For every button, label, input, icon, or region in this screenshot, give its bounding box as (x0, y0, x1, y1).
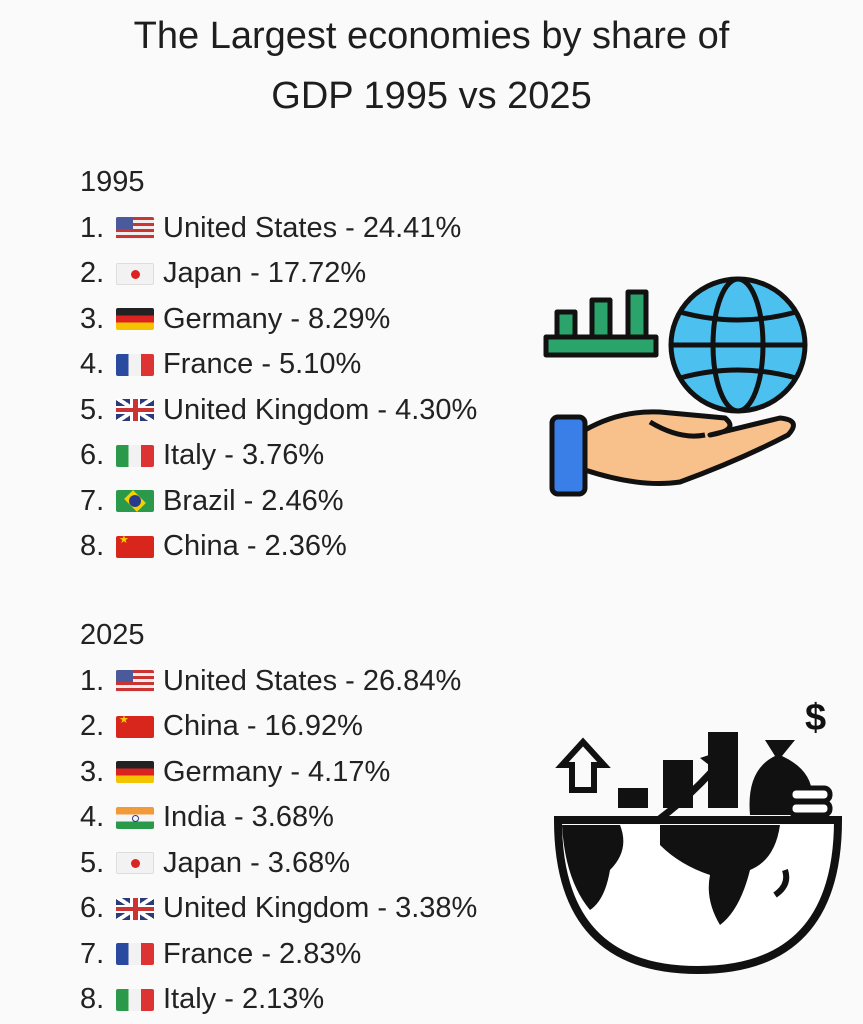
title-line-1: The Largest economies by share of (133, 15, 730, 57)
flag-cn-icon (116, 715, 154, 738)
rank-number: 8. (80, 983, 105, 1016)
flag-in-icon (116, 806, 154, 829)
country-share: France - 5.10% (163, 348, 362, 381)
hand-globe-chart-icon (543, 276, 808, 497)
list-item: 6. United Kingdom - 3.38% (80, 886, 477, 932)
list-item: 8. Italy - 2.13% (80, 977, 477, 1023)
flag-de-icon (116, 308, 154, 331)
flag-cn-icon (116, 535, 154, 558)
rank-number: 3. (80, 302, 105, 335)
country-share: United States - 24.41% (163, 211, 462, 244)
list-item: 1. United States - 26.84% (80, 659, 477, 705)
list-item: 5. Japan - 3.68% (80, 841, 477, 887)
list-item: 6. Italy - 3.76% (80, 433, 477, 479)
country-share: France - 2.83% (163, 937, 362, 970)
rank-number: 1. (80, 211, 105, 244)
country-share: Japan - 3.68% (163, 846, 351, 879)
section-2025: 2025 1. United States - 26.84% 2. China - 1… (80, 613, 477, 1023)
section-1995: 1995 1. United States - 24.41% 2. Japan - 1… (80, 160, 477, 570)
list-item: 4. France - 5.10% (80, 342, 477, 388)
list-item: 4. India - 3.68% (80, 795, 477, 841)
list-item: 3. Germany - 8.29% (80, 297, 477, 343)
flag-gb-icon (116, 897, 154, 920)
flag-us-icon (116, 670, 154, 693)
rank-number: 7. (80, 937, 105, 970)
list-item: 5. United Kingdom - 4.30% (80, 388, 477, 434)
dollar-sign-icon: $ (805, 697, 826, 739)
country-share: Japan - 17.72% (163, 257, 367, 290)
list-item: 2. China - 16.92% (80, 704, 477, 750)
list-item: 7. Brazil - 2.46% (80, 479, 477, 525)
country-share: China - 16.92% (163, 710, 363, 743)
country-share: Germany - 8.29% (163, 302, 391, 335)
title-line-2: GDP 1995 vs 2025 (271, 75, 592, 117)
country-share: India - 3.68% (163, 801, 334, 834)
country-share: United States - 26.84% (163, 664, 462, 697)
rank-number: 6. (80, 439, 105, 472)
rank-number: 7. (80, 484, 105, 517)
flag-gb-icon (116, 399, 154, 422)
country-share: Italy - 2.13% (163, 983, 325, 1016)
flag-jp-icon (116, 852, 154, 875)
section-year: 1995 (80, 166, 145, 198)
flag-it-icon (116, 988, 154, 1011)
rank-number: 8. (80, 530, 105, 563)
flag-it-icon (116, 444, 154, 467)
rank-number: 4. (80, 801, 105, 834)
rank-number: 5. (80, 846, 105, 879)
list-item: 2. Japan - 17.72% (80, 251, 477, 297)
country-share: United Kingdom - 4.30% (163, 393, 478, 426)
rank-number: 2. (80, 257, 105, 290)
flag-br-icon (116, 490, 154, 513)
flag-fr-icon (116, 353, 154, 376)
country-share: China - 2.36% (163, 530, 347, 563)
flag-de-icon (116, 761, 154, 784)
list-item: 1. United States - 24.41% (80, 206, 477, 252)
rank-number: 4. (80, 348, 105, 381)
list-item: 7. France - 2.83% (80, 932, 477, 978)
list-item: 3. Germany - 4.17% (80, 750, 477, 796)
country-share: Italy - 3.76% (163, 439, 325, 472)
rank-number: 5. (80, 393, 105, 426)
section-year: 2025 (80, 619, 145, 651)
country-share: Germany - 4.17% (163, 755, 391, 788)
country-share: United Kingdom - 3.38% (163, 892, 478, 925)
rank-number: 6. (80, 892, 105, 925)
country-share: Brazil - 2.46% (163, 484, 344, 517)
list-item: 8. China - 2.36% (80, 524, 477, 570)
rank-number: 2. (80, 710, 105, 743)
global-economy-growth-icon: $ (553, 697, 843, 975)
rank-number: 3. (80, 755, 105, 788)
flag-us-icon (116, 217, 154, 240)
rank-number: 1. (80, 664, 105, 697)
flag-fr-icon (116, 943, 154, 966)
page-title: The Largest economies by share of GDP 19… (0, 6, 863, 126)
flag-jp-icon (116, 262, 154, 285)
